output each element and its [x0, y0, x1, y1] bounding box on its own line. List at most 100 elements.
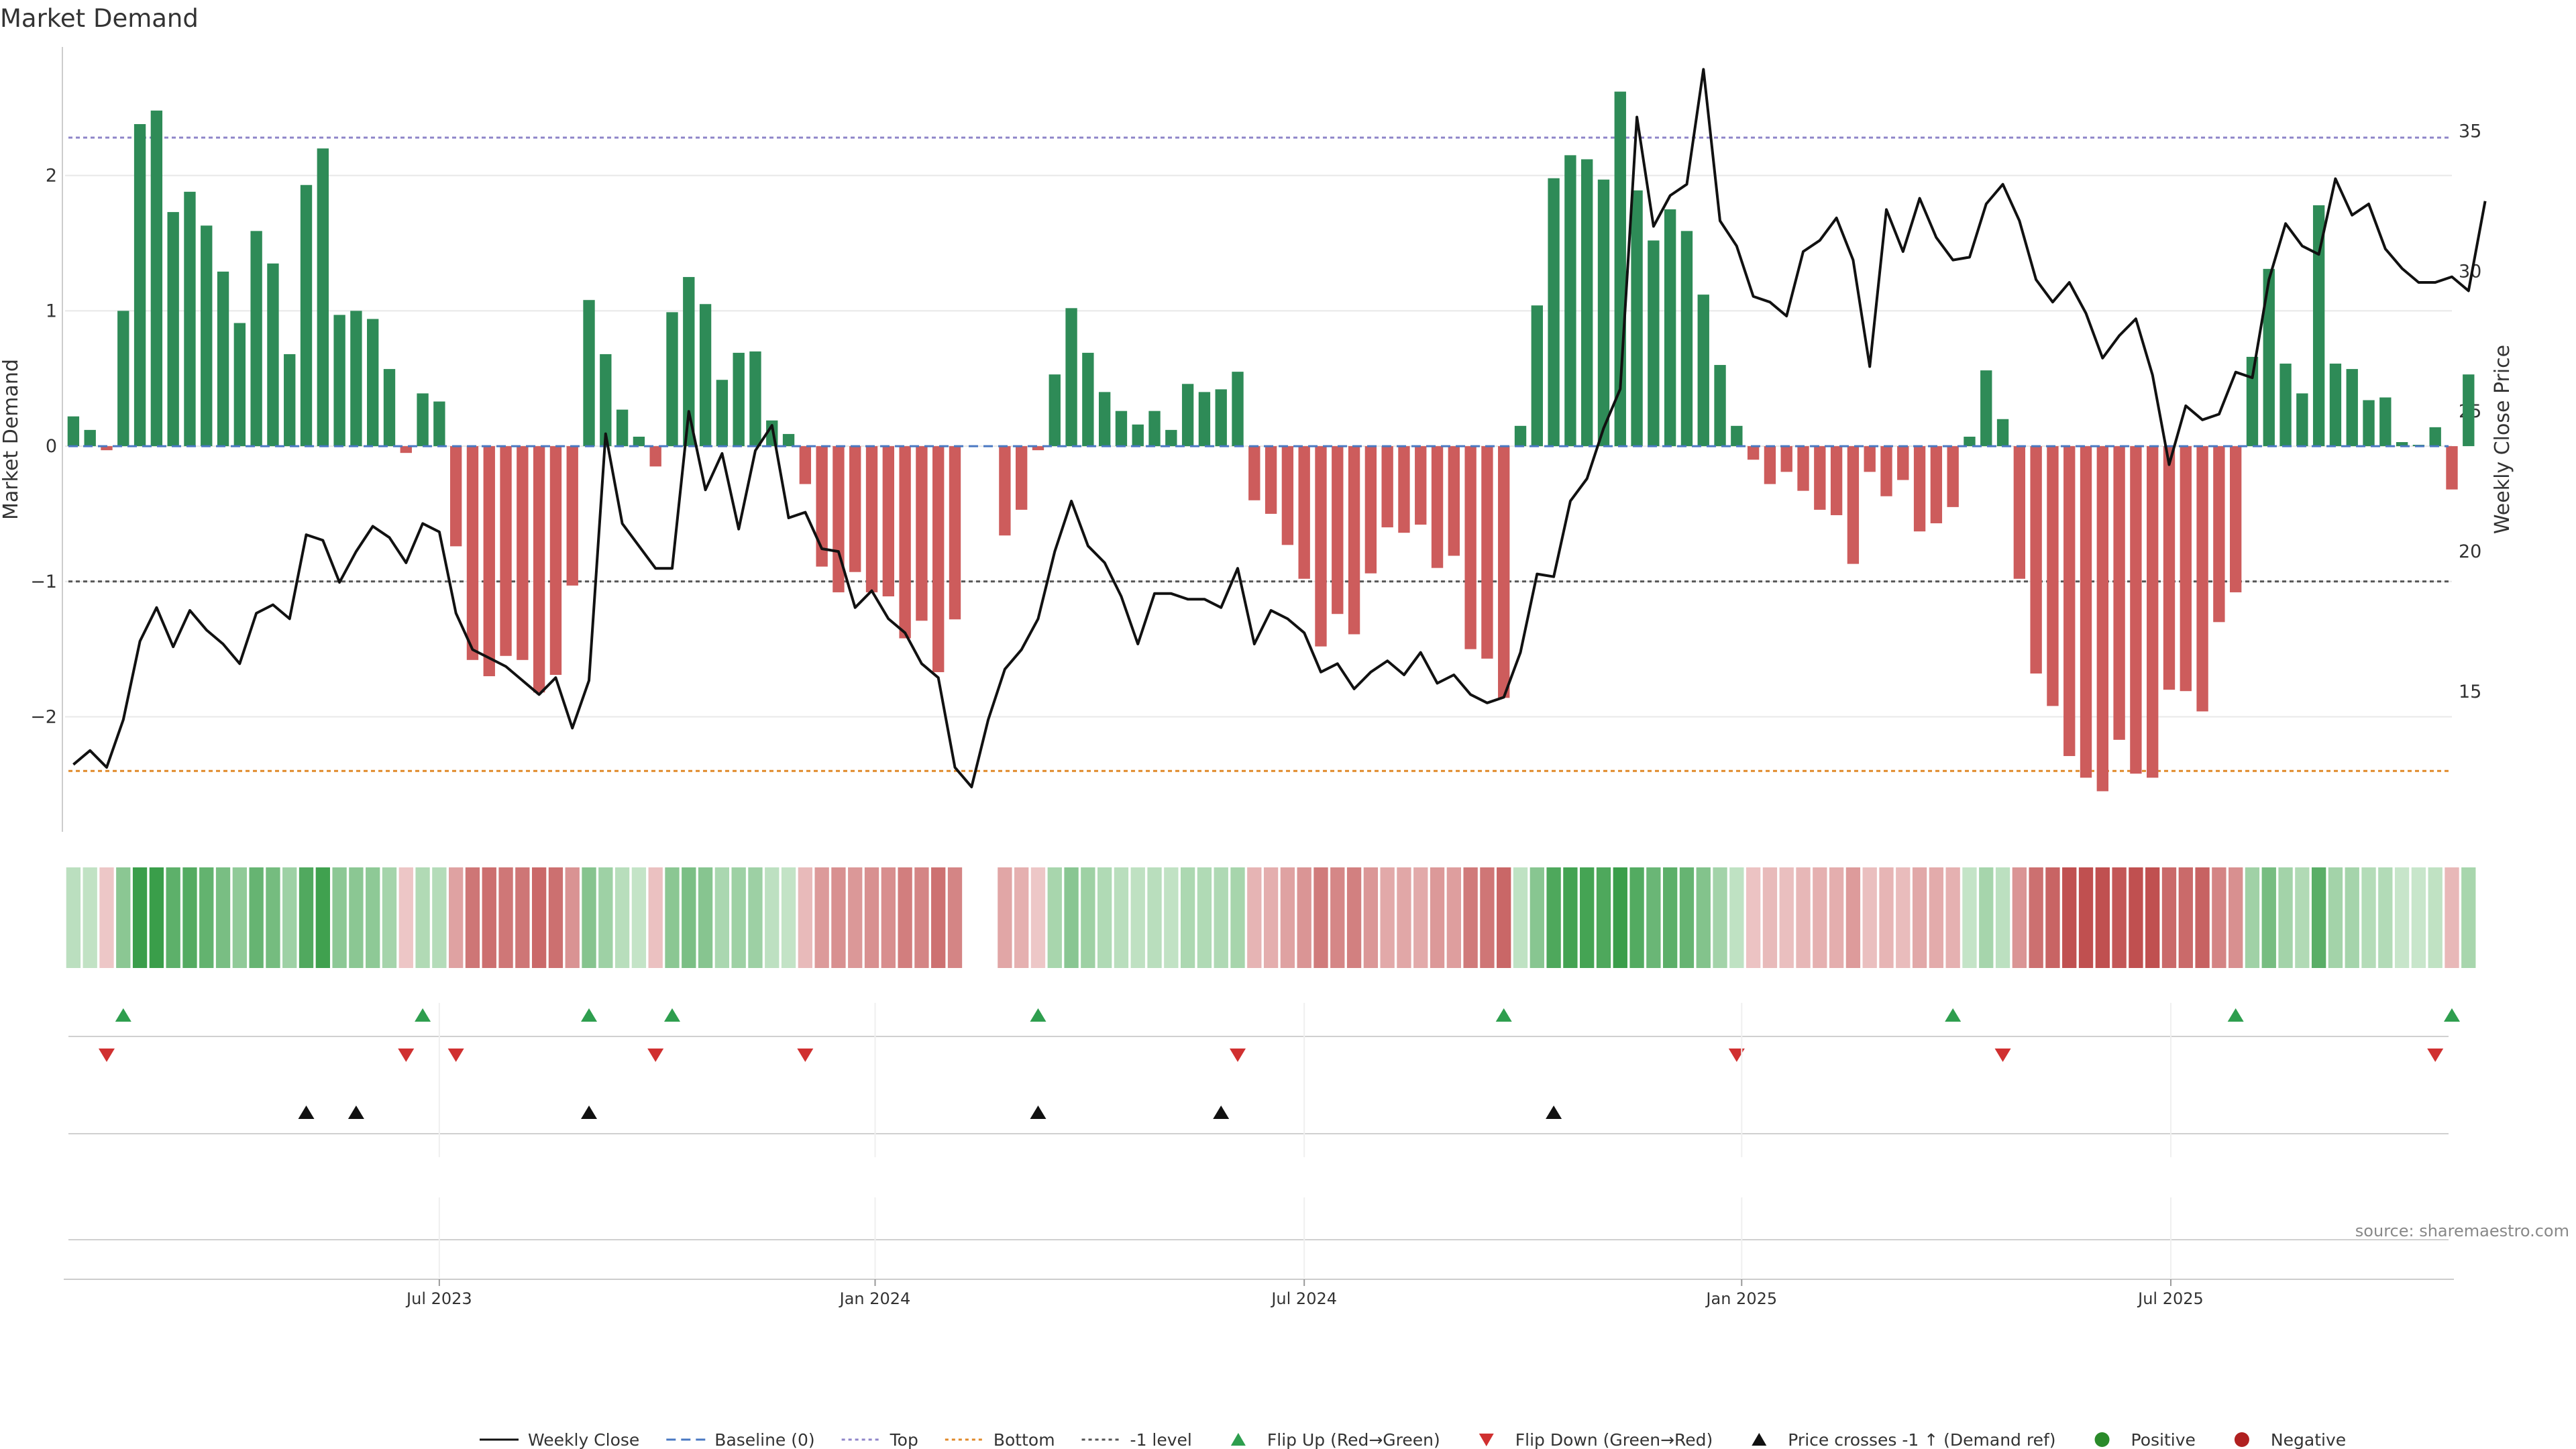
- heat-cell-positive: [1064, 867, 1079, 968]
- heat-cell-negative: [2129, 867, 2143, 968]
- flip-down-marker: [1230, 1049, 1246, 1062]
- demand-bar-positive: [633, 436, 645, 447]
- price-cross-marker: [347, 1106, 364, 1119]
- heat-cell-negative: [1829, 867, 1844, 968]
- heat-cell-positive: [1513, 867, 1528, 968]
- demand-bar-positive: [666, 312, 678, 447]
- heat-cell-positive: [232, 867, 248, 968]
- legend-item-1: Baseline (0): [666, 1430, 815, 1449]
- heat-cell-negative: [565, 867, 580, 968]
- demand-bar-negative: [1814, 446, 1826, 510]
- heat-cell-negative: [2012, 867, 2027, 968]
- demand-bar-positive: [267, 263, 279, 447]
- heat-cell-positive: [682, 867, 696, 968]
- demand-bar-negative: [1880, 446, 1892, 496]
- demand-bar-negative: [2213, 446, 2225, 623]
- heat-cell-positive: [1563, 867, 1578, 968]
- flip-up-marker: [2444, 1008, 2460, 1022]
- heat-cell-negative: [1480, 867, 1495, 968]
- demand-bar-negative: [1348, 446, 1360, 635]
- demand-bar-negative: [1897, 446, 1909, 480]
- demand-bar-negative: [816, 446, 828, 567]
- heat-cell-negative: [998, 867, 1012, 968]
- heat-cell-negative: [1030, 867, 1046, 968]
- y-axis-label: Market Demand: [0, 359, 23, 520]
- legend-item-6: Flip Down (Green→Red): [1479, 1430, 1713, 1449]
- heat-cell-negative: [1463, 867, 1478, 968]
- demand-bar-negative: [916, 446, 928, 621]
- demand-bar-positive: [383, 369, 396, 447]
- heat-cell-positive: [2411, 867, 2426, 968]
- demand-bar-negative: [1947, 446, 1959, 507]
- heat-cell-negative: [1413, 867, 1428, 968]
- legend-item-3: Bottom: [945, 1430, 1055, 1449]
- legend: Weekly Close Baseline (0) Top Bottom -1 leve…: [480, 1430, 2346, 1449]
- heat-cell-positive: [1130, 867, 1145, 968]
- flip-down-marker: [2427, 1049, 2444, 1062]
- demand-bar-negative: [1016, 446, 1028, 510]
- heat-cell-positive: [1713, 867, 1727, 968]
- demand-bar-negative: [1032, 446, 1044, 451]
- price-cross-marker: [1213, 1106, 1230, 1119]
- demand-bar-positive: [233, 323, 246, 447]
- flip-down-marker: [647, 1049, 664, 1062]
- demand-bar-positive: [683, 276, 695, 447]
- heat-cell-positive: [432, 867, 447, 968]
- x-tick-label: Jul 2024: [1270, 1289, 1337, 1308]
- flip-down-marker: [1728, 1049, 1745, 1062]
- demand-bar-positive: [1514, 425, 1527, 447]
- heat-cell-positive: [299, 867, 314, 968]
- heat-cell-positive: [1114, 867, 1129, 968]
- demand-bar-negative: [2196, 446, 2208, 712]
- legend-swatch-dot: [2094, 1432, 2110, 1447]
- heat-cell-negative: [1346, 867, 1362, 968]
- demand-bar-positive: [2312, 205, 2325, 447]
- heat-cell-positive: [1596, 867, 1611, 968]
- demand-bar-negative: [1864, 446, 1876, 472]
- demand-bar-positive: [250, 231, 262, 447]
- demand-bar-negative: [1431, 446, 1444, 568]
- heat-cell-negative: [1845, 867, 1861, 968]
- x-tick-label: Jul 2023: [405, 1289, 472, 1308]
- heat-cell-negative: [898, 867, 912, 968]
- heat-cell-positive: [1546, 867, 1561, 968]
- heat-cell-negative: [2045, 867, 2060, 968]
- demand-bar-negative: [899, 446, 911, 639]
- heat-cell-positive: [149, 867, 164, 968]
- heat-cell-negative: [881, 867, 896, 968]
- demand-bar-positive: [1082, 352, 1094, 447]
- heat-cell-negative: [914, 867, 929, 968]
- demand-bar-positive: [1098, 392, 1111, 447]
- demand-bar-positive: [2396, 442, 2408, 447]
- demand-bar-positive: [1181, 384, 1194, 447]
- demand-bar-negative: [517, 446, 529, 660]
- demand-bar-negative: [2113, 446, 2125, 740]
- legend-label: Flip Down (Green→Red): [1515, 1430, 1713, 1449]
- demand-bar-positive: [1996, 419, 2009, 447]
- demand-bar-negative: [533, 446, 545, 693]
- heat-cell-negative: [2062, 867, 2077, 968]
- demand-bar-positive: [150, 110, 163, 447]
- heat-cell-positive: [83, 867, 97, 968]
- demand-bar-negative: [2063, 446, 2076, 757]
- heat-cell-negative: [465, 867, 480, 968]
- price-cross-marker: [1030, 1106, 1046, 1119]
- heat-cell-negative: [1813, 867, 1827, 968]
- demand-bar-negative: [1265, 446, 1277, 514]
- heat-cell-negative: [1497, 867, 1511, 968]
- weekly-close-line: [72, 68, 2487, 789]
- heat-cell-negative: [1313, 867, 1328, 968]
- legend-item-0: Weekly Close: [480, 1430, 639, 1449]
- flip-up-marker: [581, 1008, 598, 1022]
- chart-title: Market Demand: [0, 4, 199, 33]
- demand-bar-positive: [1697, 294, 1709, 447]
- demand-bar-positive: [2263, 268, 2275, 447]
- demand-bar-negative: [400, 446, 412, 453]
- demand-bar-negative: [483, 446, 495, 677]
- heat-cell-negative: [798, 867, 813, 968]
- legend-swatch-triangle-up: [1230, 1433, 1246, 1446]
- flip-up-marker: [1030, 1008, 1046, 1022]
- demand-bar-negative: [849, 446, 861, 572]
- heat-cell-positive: [598, 867, 613, 968]
- demand-bar-positive: [417, 393, 429, 447]
